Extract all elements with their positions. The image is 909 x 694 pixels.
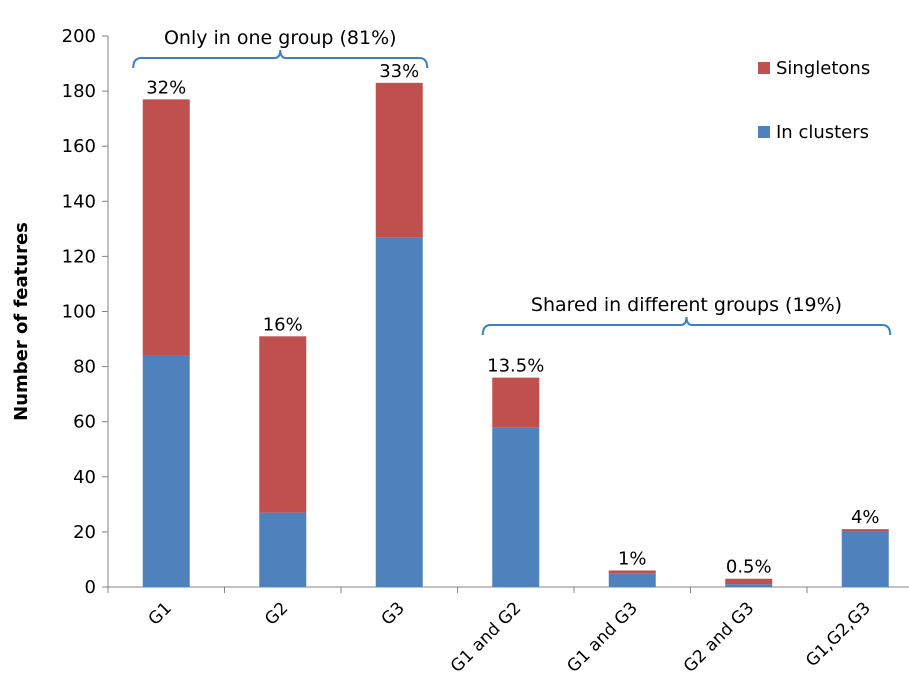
y-tick-label: 200 [62,26,96,47]
shared-in-different-groups-bracket [481,316,892,336]
bar-singletons [375,82,423,238]
x-tick-label: G2 [261,598,292,629]
bar-singletons [492,377,540,428]
legend-label-in-clusters: In clusters [776,122,869,143]
legend-swatch-in-clusters [758,126,770,138]
labels: 32% 16% 33% 13.5% 1% 0.5% 4% [146,61,879,578]
only-in-one-group-bracket-label: Only in one group (81%) [164,27,397,49]
y-axis-label: Number of features [11,222,32,421]
bar-percentage-label: 0.5% [726,557,772,578]
bar-percentage-label: 33% [379,61,419,82]
bar-singletons [608,570,656,574]
x-tick-label: G2 and G3 [680,598,758,676]
y-tick-label: 180 [62,81,96,102]
brackets: Only in one group (81%) Shared in differe… [132,27,892,336]
bar-in-clusters [608,573,656,587]
x-tick-label: G1,G2,G3 [802,598,875,671]
bar-percentage-label: 13.5% [487,356,544,377]
y-tick-label: 160 [62,136,96,157]
bar-percentage-label: 16% [263,314,303,335]
bar-singletons [725,578,773,585]
bar-in-clusters [375,237,423,588]
only-in-one-group-bracket [132,49,429,69]
x-tick-label: G1 and G2 [447,598,525,676]
legend-swatch-singletons [758,62,770,74]
y-tick-label: 80 [73,357,96,378]
x-tick-label: G1 and G3 [563,598,641,676]
bar-in-clusters [259,512,307,587]
bars [142,82,889,588]
bar-in-clusters [841,531,889,587]
y-tick-label: 140 [62,191,96,212]
y-tick-label: 100 [62,302,96,323]
bar-singletons [142,99,190,356]
shared-in-different-groups-bracket-label: Shared in different groups (19%) [531,294,842,316]
x-tick-label: G3 [378,598,409,629]
bar-percentage-label: 4% [851,507,880,528]
bar-percentage-label: 32% [146,77,186,98]
y-tick-label: 60 [73,412,96,433]
legend-label-singletons: Singletons [776,58,870,79]
bar-in-clusters [492,427,540,587]
bar-in-clusters [725,584,773,587]
bar-percentage-label: 1% [618,548,647,569]
y-tick-label: 40 [73,467,96,488]
bar-in-clusters [142,355,190,587]
y-tick-label: 0 [85,577,96,598]
y-tick-label: 120 [62,246,96,267]
x-tick-label: G1 [145,598,176,629]
bar-singletons [259,336,307,513]
y-tick-label: 20 [73,522,96,543]
legend: Singletons In clusters [758,58,870,143]
bar-singletons [841,529,889,532]
